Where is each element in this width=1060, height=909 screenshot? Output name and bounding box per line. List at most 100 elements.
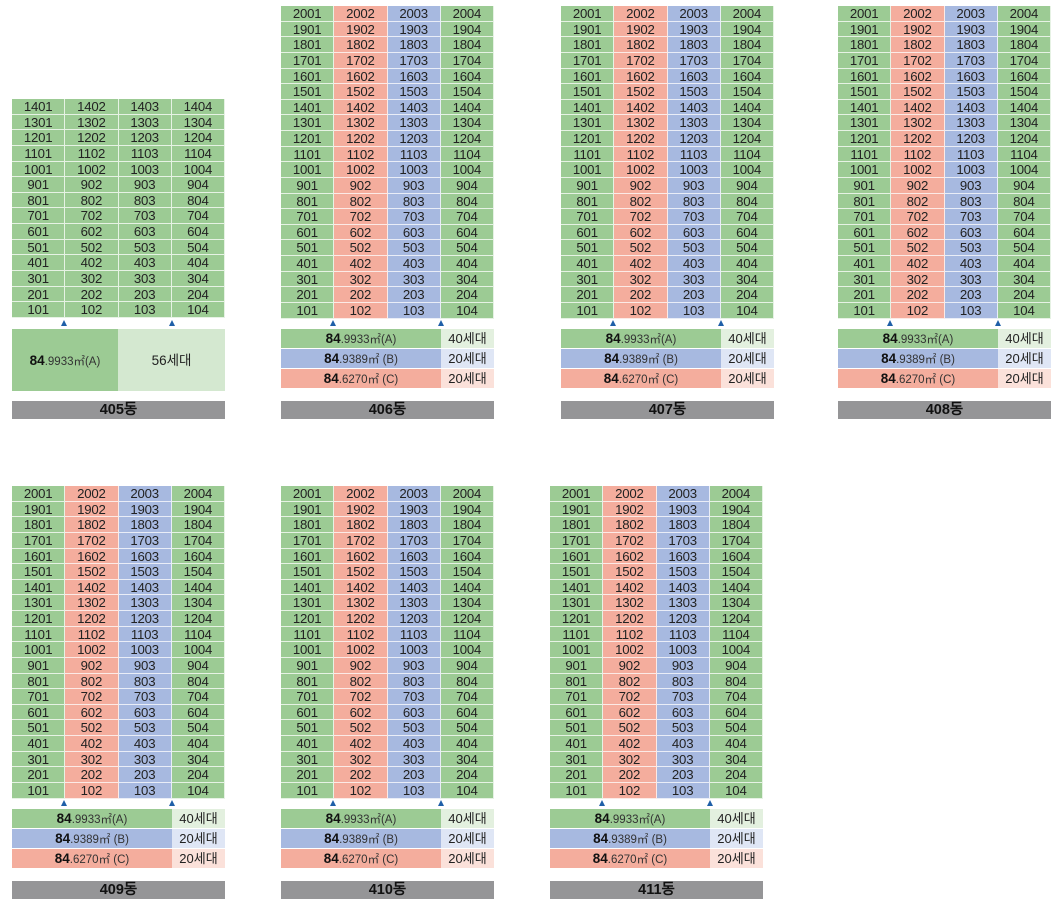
unit-cell: 1503 [656,564,710,580]
unit-cell: 201 [561,287,615,303]
floor-row: 401 402 403 404 [12,255,225,271]
unit-cell: 903 [944,177,998,194]
entrance-arrow-icon [995,320,1001,326]
unit-cell: 603 [118,224,172,240]
unit-cell: 603 [118,704,172,721]
unit-cell: 1901 [550,501,604,518]
legend-area: 84.6270㎡ (C) [838,369,998,388]
unit-cell: 101 [550,782,604,799]
unit-cell: 702 [891,209,945,225]
unit-cell: 103 [118,782,172,799]
unit-type-legend: 84.9933㎡(A) 40세대 84.9389㎡ (B) 20세대 84.6270㎡ … [550,809,763,869]
unit-cell: 1603 [667,68,721,85]
unit-cell: 1502 [334,564,388,580]
floor-row: 1101 1102 1103 1104 [12,145,225,162]
unit-cell: 1504 [440,564,494,580]
floor-row: 1801 1802 1803 1804 [281,517,494,533]
unit-cell: 1904 [997,21,1051,38]
unit-cell: 802 [614,193,668,210]
unit-cell: 2003 [944,6,998,22]
unit-cell: 1104 [709,626,763,643]
unit-cell: 401 [550,736,604,752]
floor-row: 1201 1202 1203 1204 [12,611,225,627]
unit-cell: 1001 [12,642,66,658]
unit-cell: 104 [997,302,1051,319]
floor-row: 1101 1102 1103 1104 [838,146,1051,163]
unit-cell: 1702 [603,532,657,549]
unit-cell: 1601 [281,548,335,565]
unit-cell: 1104 [440,146,494,163]
building-label: 410동 [281,881,494,899]
unit-cell: 203 [387,767,441,783]
unit-cell: 101 [281,302,335,319]
legend-area-rest: .9933㎡(A) [340,814,397,826]
unit-cell: 1302 [334,595,388,611]
unit-cell: 304 [171,751,225,768]
unit-cell: 1704 [709,532,763,549]
floor-row: 1001 1002 1003 1004 [12,161,225,178]
unit-cell: 503 [387,720,441,736]
entrance-arrow-icon [718,320,724,326]
unit-cell: 904 [720,177,774,194]
floor-row: 901 902 903 904 [12,657,225,674]
legend-count: 20세대 [441,349,494,368]
unit-cell: 604 [720,224,774,241]
unit-cell: 302 [603,751,657,768]
legend-count: 20세대 [721,349,774,368]
unit-cell: 2004 [440,6,494,22]
floor-row: 801 802 803 804 [561,193,774,210]
unit-cell: 1801 [12,517,66,533]
legend-area: 84.6270㎡ (C) [281,849,441,868]
floor-row: 1401 1402 1403 1404 [12,99,225,115]
unit-cell: 1302 [891,115,945,131]
unit-cell: 903 [118,177,172,193]
floor-row: 601 602 603 604 [550,704,763,721]
floor-row: 501 502 503 504 [12,239,225,256]
floor-row: 401 402 403 404 [12,736,225,752]
unit-cell: 202 [603,767,657,783]
floor-row: 1801 1802 1803 1804 [281,37,494,53]
unit-cell: 1703 [667,52,721,69]
floor-row: 1401 1402 1403 1404 [281,99,494,116]
legend-row: 84.9389㎡ (B) 20세대 [281,829,494,849]
unit-cell: 902 [614,177,668,194]
unit-cell: 1802 [614,37,668,53]
unit-cell: 301 [12,751,66,768]
floor-row: 101 102 103 104 [281,782,494,799]
unit-cell: 1803 [387,37,441,53]
legend-area: 84.9389㎡ (B) [12,829,172,848]
unit-cell: 604 [171,704,225,721]
floor-row: 901 902 903 904 [838,177,1051,194]
legend-area-main: 84 [604,351,620,366]
unit-cell: 1202 [334,131,388,147]
unit-cell: 604 [709,704,763,721]
floor-row: 1901 1902 1903 1904 [281,21,494,38]
unit-cell: 1004 [720,162,774,178]
unit-cell: 601 [281,704,335,721]
unit-cell: 2001 [281,486,335,502]
unit-cell: 1404 [997,99,1051,116]
floor-row: 2001 2002 2003 2004 [281,486,494,502]
unit-cell: 801 [281,673,335,690]
unit-cell: 604 [440,704,494,721]
unit-cell: 1002 [65,161,119,178]
unit-cell: 1601 [12,548,66,565]
unit-cell: 301 [12,270,66,287]
unit-cell: 1302 [614,115,668,131]
legend-row: 84.9933㎡(A) 40세대 [281,329,494,349]
legend-count: 40세대 [710,809,763,828]
unit-cell: 701 [12,208,66,224]
unit-type-legend: 84.9933㎡(A) 40세대 84.9389㎡ (B) 20세대 84.6270㎡ … [12,809,225,869]
unit-cell: 1704 [720,52,774,69]
unit-cell: 1704 [171,532,225,549]
legend-row: 84.6270㎡ (C) 20세대 [561,369,774,389]
unit-cell: 1202 [65,611,119,627]
unit-cell: 1502 [603,564,657,580]
floor-row: 1401 1402 1403 1404 [12,579,225,596]
unit-cell: 2002 [891,6,945,22]
unit-cell: 1402 [334,579,388,596]
unit-cell: 203 [118,767,172,783]
unit-cell: 801 [281,193,335,210]
unit-cell: 603 [667,224,721,241]
unit-cell: 703 [118,208,172,224]
